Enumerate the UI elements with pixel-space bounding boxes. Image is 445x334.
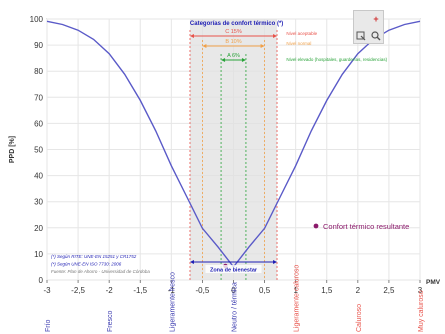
y-tick-label: 50 <box>34 146 43 155</box>
band-arrow-head-left <box>221 58 226 62</box>
band-label: A 6% <box>227 53 240 59</box>
band-arrow-head-right <box>241 58 246 62</box>
zona-arrow-head-left <box>189 260 194 264</box>
footnote: Fuente: Plan de Ahorro - Universidad de … <box>51 269 150 274</box>
sensation-label: Neutro / térmica <box>232 282 239 332</box>
band-arrow-head-left <box>189 34 194 38</box>
y-tick-label: 10 <box>34 250 43 259</box>
band-label: C 15% <box>225 29 242 35</box>
band-arrow-head-right <box>273 34 278 38</box>
comfort-zone <box>189 19 278 280</box>
zoom-icon[interactable] <box>369 28 383 43</box>
select-icon[interactable] <box>354 28 368 43</box>
y-axis-label: PPD [%] <box>9 136 16 163</box>
x-tick-label: 0 <box>231 286 236 295</box>
x-tick-label: 3 <box>418 286 423 295</box>
y-tick-label: 100 <box>30 15 44 24</box>
annotations: C 15% Nivel aceptable B 10% Nivel normal A 6… <box>51 21 409 274</box>
categories-title: Categorías de confort térmico (*) <box>190 21 283 27</box>
plot-toolbar: + <box>353 10 384 44</box>
band-note: Nivel aceptable <box>286 31 317 36</box>
comfort-zone-fill <box>189 19 278 280</box>
sensation-label: Ligeramente caluroso <box>294 265 301 332</box>
x-axis-label: PMV <box>426 279 441 286</box>
sensation-label: Fresco <box>107 311 114 333</box>
zona-label: Zona de bienestar <box>210 268 258 274</box>
x-tick-label: -0,5 <box>196 286 210 295</box>
band-label: B 10% <box>225 39 241 45</box>
legend-label: Confort térmico resultante <box>323 222 409 231</box>
footnote: (*) Según RITE: UNE-EN 15251 y CR1752 <box>51 254 137 259</box>
legend-marker <box>313 223 319 229</box>
x-tick-label: -3 <box>43 286 51 295</box>
band-note: Nivel normal <box>286 41 311 46</box>
y-tick-label: 60 <box>34 119 43 128</box>
y-tick-label: 0 <box>39 276 44 285</box>
y-tick-label: 70 <box>34 93 43 102</box>
x-tick-label: 1 <box>293 286 298 295</box>
plus-icon[interactable]: + <box>373 13 379 24</box>
band-arrow-head-left <box>202 44 207 48</box>
band-note: Nivel elevado (hospitales, guarderías, r… <box>286 57 387 62</box>
x-tick-label: -1 <box>168 286 176 295</box>
y-tick-label: 90 <box>34 41 43 50</box>
sensation-label: Frío <box>45 319 52 332</box>
x-tick-label: -2 <box>106 286 114 295</box>
band-arrow-head-right <box>260 44 265 48</box>
x-tick-label: 1,5 <box>321 286 333 295</box>
sensation-label: Caluroso <box>356 304 363 332</box>
y-tick-label: 40 <box>34 172 43 181</box>
zona-arrow-head-right <box>273 260 278 264</box>
x-tick-label: -1,5 <box>133 286 147 295</box>
x-tick-label: 2 <box>356 286 361 295</box>
footnote: (*) Según UNE-EN ISO 7730: 2006 <box>51 262 122 267</box>
x-tick-label: 2,5 <box>383 286 395 295</box>
x-tick-label: 0,5 <box>259 286 271 295</box>
x-tick-label: -2,5 <box>71 286 85 295</box>
y-tick-label: 20 <box>34 224 43 233</box>
y-tick-label: 30 <box>34 198 43 207</box>
blank-icon[interactable] <box>354 11 368 26</box>
y-tick-label: 80 <box>34 67 43 76</box>
sensation-label: Muy caluroso <box>418 290 425 332</box>
sensation-label: Ligeramente fresco <box>169 272 176 332</box>
zona-label-bg <box>205 265 262 273</box>
